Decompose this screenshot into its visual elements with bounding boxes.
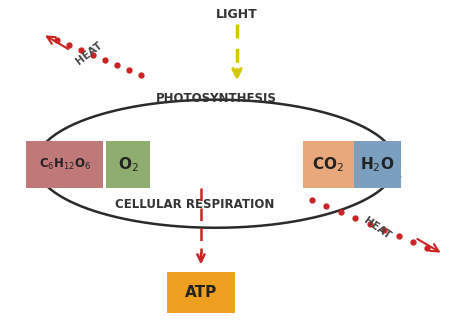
Text: PHOTOSYNTHESIS: PHOTOSYNTHESIS: [155, 92, 276, 105]
FancyBboxPatch shape: [167, 272, 235, 313]
Text: O$_2$: O$_2$: [118, 155, 138, 174]
Text: HEAT: HEAT: [362, 215, 393, 240]
FancyBboxPatch shape: [106, 141, 150, 188]
Text: CO$_2$: CO$_2$: [312, 155, 344, 174]
FancyBboxPatch shape: [26, 141, 103, 188]
Text: CELLULAR RESPIRATION: CELLULAR RESPIRATION: [115, 198, 274, 211]
Text: LIGHT: LIGHT: [216, 8, 258, 21]
FancyBboxPatch shape: [354, 141, 401, 188]
Text: H$_2$O: H$_2$O: [360, 155, 395, 174]
Text: ATP: ATP: [184, 285, 217, 300]
Text: C$_6$H$_{12}$O$_6$: C$_6$H$_{12}$O$_6$: [39, 157, 91, 172]
Text: HEAT: HEAT: [74, 40, 104, 67]
FancyBboxPatch shape: [302, 141, 354, 188]
